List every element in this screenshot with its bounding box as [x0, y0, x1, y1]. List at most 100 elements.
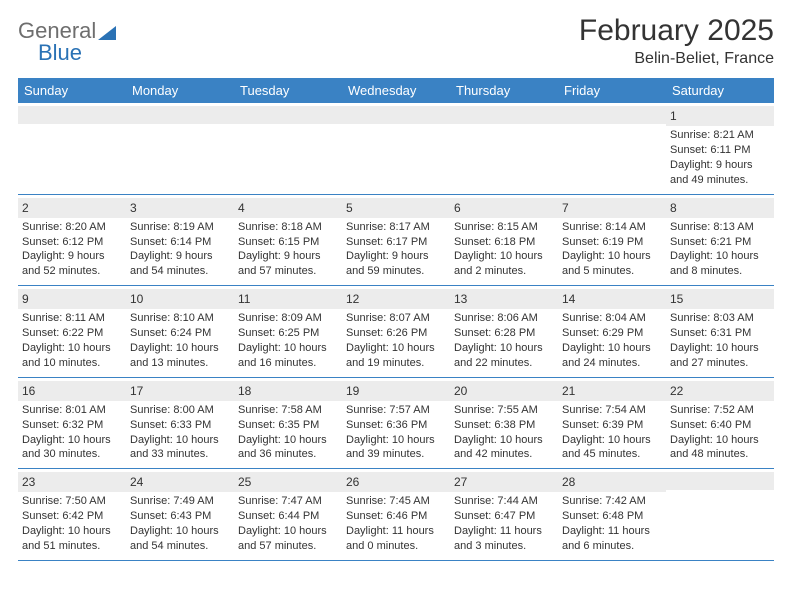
day-detail-line: Sunrise: 8:07 AM	[346, 311, 446, 326]
day-detail-line: Sunset: 6:19 PM	[562, 235, 662, 250]
day-detail-line: Sunrise: 8:06 AM	[454, 311, 554, 326]
day-cell: 6Sunrise: 8:15 AMSunset: 6:18 PMDaylight…	[450, 195, 558, 286]
day-detail-line: Daylight: 10 hours and 13 minutes.	[130, 341, 230, 371]
day-cell: 20Sunrise: 7:55 AMSunset: 6:38 PMDayligh…	[450, 378, 558, 469]
day-cell	[234, 103, 342, 194]
day-detail-line: Sunrise: 7:54 AM	[562, 403, 662, 418]
day-detail-line: Sunset: 6:21 PM	[670, 235, 770, 250]
logo-triangle-icon	[98, 26, 116, 40]
day-detail-line: Sunset: 6:12 PM	[22, 235, 122, 250]
day-number: 15	[666, 289, 774, 309]
day-cell: 7Sunrise: 8:14 AMSunset: 6:19 PMDaylight…	[558, 195, 666, 286]
day-number: 13	[450, 289, 558, 309]
day-detail-line: Sunset: 6:43 PM	[130, 509, 230, 524]
day-cell: 4Sunrise: 8:18 AMSunset: 6:15 PMDaylight…	[234, 195, 342, 286]
day-number: 27	[450, 472, 558, 492]
day-detail-line: Sunset: 6:38 PM	[454, 418, 554, 433]
day-detail-line: Daylight: 10 hours and 42 minutes.	[454, 433, 554, 463]
day-detail-line: Sunset: 6:33 PM	[130, 418, 230, 433]
day-detail-line: Sunset: 6:31 PM	[670, 326, 770, 341]
day-detail-line: Daylight: 11 hours and 3 minutes.	[454, 524, 554, 554]
day-detail-line: Daylight: 10 hours and 2 minutes.	[454, 249, 554, 279]
day-cell: 9Sunrise: 8:11 AMSunset: 6:22 PMDaylight…	[18, 286, 126, 377]
day-cell: 14Sunrise: 8:04 AMSunset: 6:29 PMDayligh…	[558, 286, 666, 377]
day-cell: 12 Sunrise: 8:07 AMSunset: 6:26 PMDayligh…	[342, 286, 450, 377]
day-cell: 11Sunrise: 8:09 AMSunset: 6:25 PMDayligh…	[234, 286, 342, 377]
day-detail-line: Daylight: 10 hours and 48 minutes.	[670, 433, 770, 463]
logo-word1: General	[18, 20, 96, 42]
day-number: 23	[18, 472, 126, 492]
day-detail-line: Sunset: 6:26 PM	[346, 326, 446, 341]
day-detail-line: Sunset: 6:42 PM	[22, 509, 122, 524]
day-detail-line: Daylight: 10 hours and 22 minutes.	[454, 341, 554, 371]
day-detail-line: Sunrise: 8:01 AM	[22, 403, 122, 418]
calendar: SundayMondayTuesdayWednesdayThursdayFrid…	[18, 78, 774, 561]
day-detail-line: Sunset: 6:18 PM	[454, 235, 554, 250]
day-number: 12	[342, 289, 450, 309]
day-detail-line: Sunrise: 7:52 AM	[670, 403, 770, 418]
day-detail-line: Sunrise: 8:10 AM	[130, 311, 230, 326]
day-of-week-row: SundayMondayTuesdayWednesdayThursdayFrid…	[18, 78, 774, 103]
day-detail-line: Sunset: 6:40 PM	[670, 418, 770, 433]
day-cell: 3Sunrise: 8:19 AMSunset: 6:14 PMDaylight…	[126, 195, 234, 286]
day-detail-line: Sunrise: 8:21 AM	[670, 128, 770, 143]
day-cell: 28Sunrise: 7:42 AMSunset: 6:48 PMDayligh…	[558, 469, 666, 560]
day-detail-line: Sunrise: 8:19 AM	[130, 220, 230, 235]
header: General Blue February 2025 Belin-Beliet,…	[18, 14, 774, 68]
day-detail-line: Daylight: 9 hours and 49 minutes.	[670, 158, 770, 188]
page-title: February 2025	[579, 14, 774, 48]
day-detail-line: Sunrise: 8:20 AM	[22, 220, 122, 235]
day-number	[666, 472, 774, 490]
day-cell: 25Sunrise: 7:47 AMSunset: 6:44 PMDayligh…	[234, 469, 342, 560]
day-cell: 21Sunrise: 7:54 AMSunset: 6:39 PMDayligh…	[558, 378, 666, 469]
week-row: 16Sunrise: 8:01 AMSunset: 6:32 PMDayligh…	[18, 378, 774, 470]
day-cell: 17Sunrise: 8:00 AMSunset: 6:33 PMDayligh…	[126, 378, 234, 469]
day-detail-line: Daylight: 10 hours and 8 minutes.	[670, 249, 770, 279]
weeks-container: 1Sunrise: 8:21 AMSunset: 6:11 PMDaylight…	[18, 103, 774, 561]
day-detail-line: Sunrise: 8:03 AM	[670, 311, 770, 326]
day-detail-line: Sunset: 6:25 PM	[238, 326, 338, 341]
day-cell: 22Sunrise: 7:52 AMSunset: 6:40 PMDayligh…	[666, 378, 774, 469]
day-number: 26	[342, 472, 450, 492]
day-cell: 27Sunrise: 7:44 AMSunset: 6:47 PMDayligh…	[450, 469, 558, 560]
day-detail-line: Sunset: 6:44 PM	[238, 509, 338, 524]
day-detail-line: Sunset: 6:48 PM	[562, 509, 662, 524]
day-detail-line: Daylight: 11 hours and 6 minutes.	[562, 524, 662, 554]
day-number: 19	[342, 381, 450, 401]
day-detail-line: Daylight: 10 hours and 36 minutes.	[238, 433, 338, 463]
day-detail-line: Sunset: 6:11 PM	[670, 143, 770, 158]
day-cell: 1 Sunrise: 8:21 AMSunset: 6:11 PMDaylight…	[666, 103, 774, 194]
day-detail-line: Daylight: 10 hours and 5 minutes.	[562, 249, 662, 279]
day-detail-line: Sunrise: 8:09 AM	[238, 311, 338, 326]
day-detail-line: Sunrise: 7:50 AM	[22, 494, 122, 509]
day-detail-line: Daylight: 10 hours and 19 minutes.	[346, 341, 446, 371]
day-of-week-cell: Sunday	[18, 78, 126, 103]
day-number: 9	[18, 289, 126, 309]
day-number: 5	[342, 198, 450, 218]
day-detail-line: Sunset: 6:46 PM	[346, 509, 446, 524]
day-of-week-cell: Wednesday	[342, 78, 450, 103]
day-detail-line: Sunset: 6:39 PM	[562, 418, 662, 433]
logo-text-stack: General Blue	[18, 20, 116, 64]
day-detail-line: Sunrise: 7:57 AM	[346, 403, 446, 418]
day-detail-line: Sunset: 6:36 PM	[346, 418, 446, 433]
day-cell: 24Sunrise: 7:49 AMSunset: 6:43 PMDayligh…	[126, 469, 234, 560]
day-detail-line: Daylight: 11 hours and 0 minutes.	[346, 524, 446, 554]
day-detail-line: Daylight: 10 hours and 27 minutes.	[670, 341, 770, 371]
day-detail-line: Sunset: 6:32 PM	[22, 418, 122, 433]
day-detail-line: Daylight: 10 hours and 45 minutes.	[562, 433, 662, 463]
week-row: 9Sunrise: 8:11 AMSunset: 6:22 PMDaylight…	[18, 286, 774, 378]
day-detail-line: Sunrise: 8:17 AM	[346, 220, 446, 235]
day-cell	[450, 103, 558, 194]
day-detail-line: Sunset: 6:47 PM	[454, 509, 554, 524]
day-detail-line: Daylight: 10 hours and 39 minutes.	[346, 433, 446, 463]
day-detail-line: Sunrise: 7:45 AM	[346, 494, 446, 509]
day-number: 1	[666, 106, 774, 126]
day-number	[342, 106, 450, 124]
day-number: 25	[234, 472, 342, 492]
day-detail-line: Sunset: 6:29 PM	[562, 326, 662, 341]
day-cell	[342, 103, 450, 194]
day-detail-line: Daylight: 10 hours and 10 minutes.	[22, 341, 122, 371]
day-number: 18	[234, 381, 342, 401]
day-number: 6	[450, 198, 558, 218]
